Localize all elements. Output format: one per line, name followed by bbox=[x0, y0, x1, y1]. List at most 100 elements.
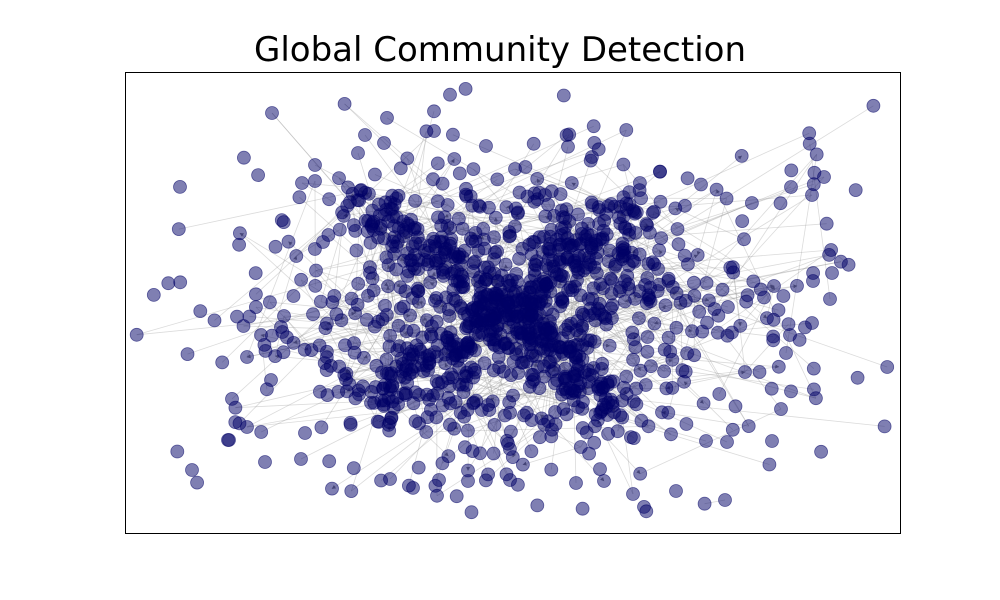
graph-node bbox=[652, 243, 666, 258]
graph-node bbox=[458, 81, 473, 96]
graph-node bbox=[329, 307, 344, 322]
graph-node bbox=[678, 293, 693, 308]
graph-node bbox=[671, 237, 686, 252]
graph-node bbox=[514, 355, 529, 370]
graph-edge bbox=[744, 323, 789, 373]
graph-node bbox=[471, 243, 486, 258]
graph-node bbox=[629, 381, 644, 396]
graph-node bbox=[383, 472, 397, 486]
graph-edge bbox=[535, 286, 760, 373]
graph-node bbox=[561, 139, 575, 154]
graph-node bbox=[564, 176, 579, 190]
graph-node bbox=[709, 182, 724, 197]
graph-edge bbox=[235, 372, 387, 409]
graph-node bbox=[374, 393, 389, 408]
graph-node bbox=[654, 231, 669, 246]
graph-node bbox=[265, 106, 279, 120]
graph-node bbox=[543, 325, 558, 340]
graph-node bbox=[411, 460, 426, 475]
graph-node bbox=[594, 361, 609, 376]
graph-node bbox=[696, 396, 711, 411]
graph-edge bbox=[610, 203, 750, 427]
graph-node bbox=[481, 398, 496, 413]
graph-node bbox=[549, 267, 564, 282]
graph-node bbox=[766, 312, 781, 327]
graph-node bbox=[146, 287, 161, 302]
graph-node bbox=[762, 457, 777, 472]
graph-node bbox=[477, 289, 492, 304]
graph-node bbox=[377, 136, 391, 150]
graph-node bbox=[501, 299, 516, 314]
graph-node bbox=[431, 253, 446, 268]
graph-node bbox=[400, 151, 415, 166]
graph-node bbox=[423, 275, 438, 290]
graph-node bbox=[640, 330, 655, 344]
graph-node bbox=[784, 180, 798, 194]
graph-node bbox=[393, 301, 408, 316]
graph-node bbox=[420, 410, 435, 425]
graph-node bbox=[477, 356, 492, 371]
graph-node bbox=[354, 183, 369, 197]
graph-node bbox=[593, 462, 607, 477]
graph-node bbox=[294, 272, 309, 287]
graph-node bbox=[779, 346, 793, 360]
graph-node bbox=[251, 168, 266, 182]
graph-node bbox=[632, 311, 646, 326]
graph-node bbox=[559, 128, 574, 142]
graph-node bbox=[823, 292, 837, 306]
graph-node bbox=[558, 211, 573, 226]
graph-node bbox=[699, 276, 714, 290]
graph-node bbox=[344, 484, 359, 499]
graph-node bbox=[806, 361, 821, 376]
graph-node bbox=[316, 235, 330, 249]
graph-edge bbox=[684, 255, 747, 302]
graph-node bbox=[575, 352, 590, 367]
graph-node bbox=[697, 496, 712, 511]
graph-node bbox=[773, 196, 788, 211]
graph-node bbox=[382, 423, 397, 438]
graph-node bbox=[690, 248, 705, 262]
graph-node bbox=[653, 194, 668, 209]
graph-node bbox=[586, 119, 601, 134]
graph-node bbox=[438, 356, 453, 371]
graph-node bbox=[745, 196, 759, 210]
graph-node bbox=[535, 245, 550, 260]
graph-node bbox=[286, 289, 301, 303]
graph-node bbox=[657, 342, 672, 357]
graph-node bbox=[766, 329, 781, 344]
graph-node bbox=[715, 282, 730, 297]
graph-node bbox=[741, 419, 756, 434]
graph-node bbox=[570, 337, 585, 352]
graph-node bbox=[237, 150, 251, 165]
graph-node bbox=[427, 124, 441, 138]
graph-node bbox=[325, 481, 339, 496]
graph-node bbox=[740, 288, 755, 303]
graph-node bbox=[248, 266, 263, 281]
graph-node bbox=[877, 419, 892, 434]
graph-node bbox=[587, 136, 602, 150]
graph-node bbox=[765, 434, 779, 448]
graph-node bbox=[500, 433, 514, 448]
graph-edge bbox=[696, 189, 717, 256]
graph-node bbox=[615, 249, 630, 264]
graph-edge bbox=[214, 212, 343, 321]
graph-node bbox=[457, 440, 472, 455]
graph-node bbox=[498, 257, 513, 272]
graph-edge bbox=[414, 158, 455, 228]
graph-node bbox=[406, 480, 420, 495]
graph-node bbox=[308, 158, 322, 172]
graph-node bbox=[718, 493, 732, 507]
graph-node bbox=[129, 327, 144, 342]
graph-node bbox=[314, 420, 329, 435]
graph-edge bbox=[678, 302, 683, 371]
graph-node bbox=[510, 206, 525, 221]
graph-node bbox=[488, 210, 503, 225]
graph-node bbox=[292, 190, 307, 205]
graph-node bbox=[621, 277, 636, 292]
graph-node bbox=[668, 201, 683, 216]
graph-node bbox=[746, 274, 761, 289]
graph-node bbox=[712, 387, 727, 401]
graph-node bbox=[355, 379, 370, 394]
graph-node bbox=[652, 277, 667, 292]
graph-node bbox=[628, 291, 642, 306]
